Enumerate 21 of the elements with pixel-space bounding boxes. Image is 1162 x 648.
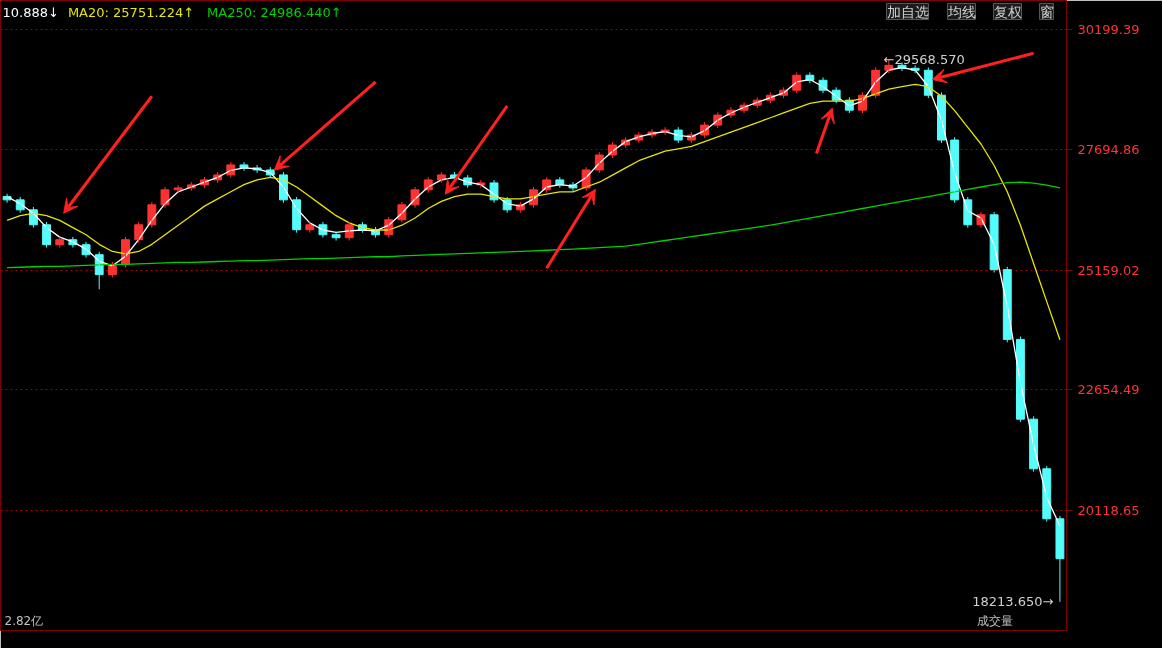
y-tick-label: 22654.49 [1077, 382, 1140, 398]
annotation: 18213.650→ [972, 594, 1054, 610]
line-series [6, 83, 1061, 341]
y-tick-label: 25159.02 [1077, 262, 1140, 278]
y-tick-label: 27694.86 [1077, 141, 1140, 157]
candlestick [55, 236, 65, 249]
annotation: 均线 [946, 3, 976, 20]
candlestick [436, 171, 446, 184]
annotation: 窗 [1039, 3, 1054, 20]
text: 10.888↓ [2, 4, 59, 20]
annotation: 成交量 [976, 613, 1013, 628]
annotation: 加自选 [886, 3, 929, 20]
annotation: 2.82亿 [4, 613, 44, 628]
annotation: ←29568.570 [883, 52, 965, 68]
y-tick-label: 20118.65 [1077, 503, 1140, 519]
text: MA20: 25751.224↑ [67, 4, 195, 20]
candlestick [173, 184, 183, 194]
y-tick-label: 30199.39 [1077, 21, 1140, 37]
text: MA250: 24986.440↑ [207, 4, 342, 20]
line-series [6, 66, 1061, 527]
annotation: 复权 [993, 3, 1022, 20]
